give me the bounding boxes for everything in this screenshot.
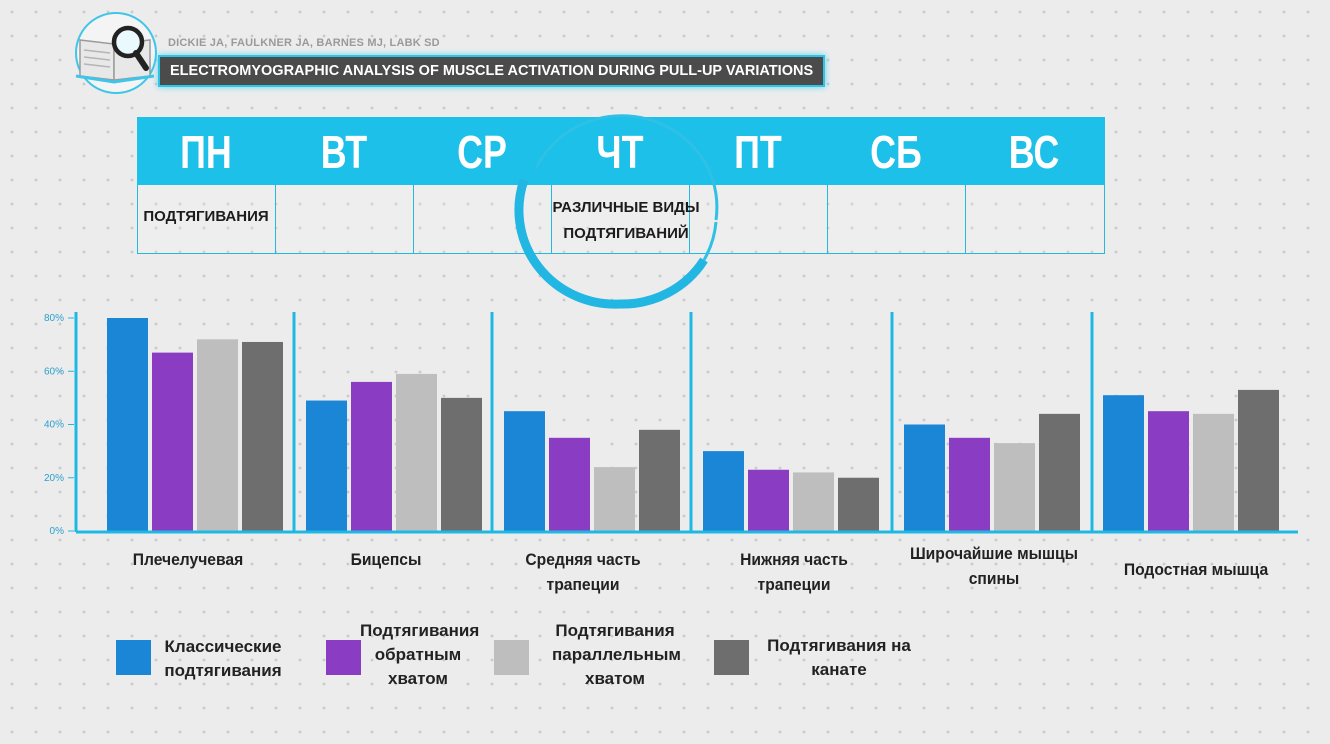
schedule-body [137,185,1105,254]
legend-label-reverse: Подтягивания обратным хватом [360,621,480,688]
bar [504,411,545,531]
cell-divider [827,185,828,253]
entry-thu: РАЗЛИЧНЫЕ ВИДЫ ПОДТЯГИВАНИЙ [552,199,700,242]
legend-label-rope: Подтягивания на канате [767,636,911,679]
day-tue: ВТ [320,126,368,178]
bar [748,469,789,531]
cell-divider [275,185,276,253]
cell-divider [551,185,552,253]
entry-mon: ПОДТЯГИВАНИЯ [143,208,269,225]
bar [639,429,680,531]
bar [306,400,347,531]
weekly-schedule: ПН ВТ СР ЧТ ПТ СБ ВС ПОДТЯГИВАНИЯ РАЗЛИЧ… [137,117,1105,255]
y-tick-label: 40% [44,420,64,431]
day-thu: ЧТ [596,126,644,178]
day-mon: ПН [180,126,232,178]
bar [703,451,744,531]
schedule-header [137,117,1105,185]
bar [1039,413,1080,531]
legend-label-parallel: Подтягивания параллельным хватом [552,621,682,688]
bar [949,437,990,531]
category-label: Бицепсы [350,550,422,569]
legend-swatch-reverse [326,640,361,675]
study-title: ELECTROMYOGRAPHIC ANALYSIS OF MUSCLE ACT… [158,55,826,87]
authors: DICKIE JA, FAULKNER JA, BARNES MJ, LABK … [168,37,440,49]
y-tick-label: 60% [44,366,64,377]
emg-bar-chart: 0% 20% 40% 60% 80% [44,312,1298,537]
bar [1238,389,1279,531]
cell-divider [965,185,966,253]
bar [242,341,283,531]
bar [152,352,193,531]
bar [838,477,879,531]
highlight-ring [514,114,719,309]
bar [107,318,148,531]
category-label: Подостная мышца [1123,560,1269,579]
day-fri: ПТ [734,126,782,178]
legend-swatch-rope [714,640,749,675]
bar [1193,413,1234,531]
legend-swatch-classic [116,640,151,675]
category-label: Плечелучевая [132,550,244,569]
day-wed: СР [457,126,507,178]
bar [994,443,1035,531]
day-sun: ВС [1008,126,1060,178]
bar [549,437,590,531]
bar [396,373,437,531]
cell-divider [413,185,414,253]
y-tick-label: 20% [44,473,64,484]
bar [197,339,238,531]
bar [1103,395,1144,531]
day-sat: СБ [870,126,922,178]
bar [1148,411,1189,531]
category-label: Средняя часть трапеции [525,550,641,594]
category-label: Нижняя часть трапеции [740,550,848,594]
bar [594,467,635,531]
bar [441,397,482,531]
category-label: Широчайшие мышцы спины [909,544,1079,588]
book-magnifier-icon [75,12,157,94]
bar [351,381,392,531]
bar [904,424,945,531]
bar [793,472,834,531]
y-tick-label: 80% [44,313,64,324]
cell-divider [689,185,690,253]
legend-swatch-parallel [494,640,529,675]
y-tick-label: 0% [50,526,65,537]
legend-label-classic: Классические подтягивания [164,637,282,680]
